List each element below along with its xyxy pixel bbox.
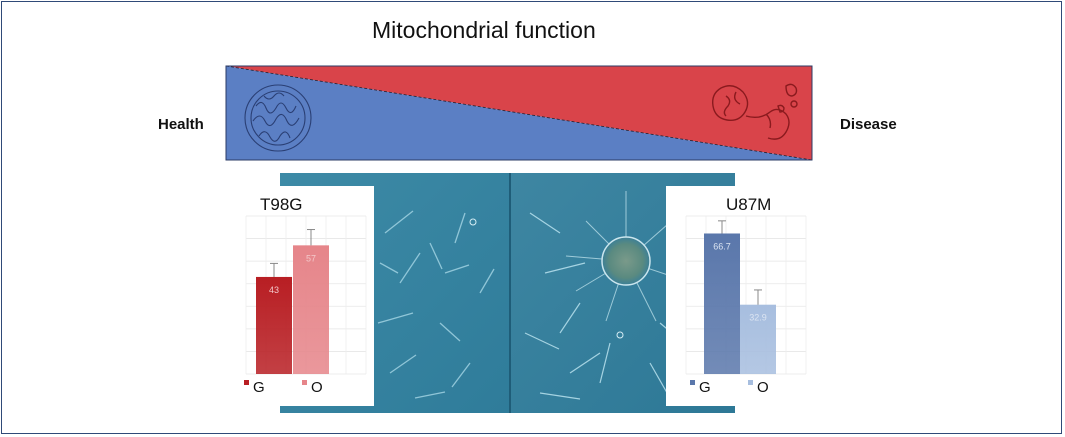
data-label: 32.9 <box>749 313 767 323</box>
health-disease-bar <box>225 65 813 161</box>
chart-t98g: T98G 43 G 57 O <box>226 186 374 406</box>
data-label: 43 <box>269 285 279 295</box>
legend-label: G <box>253 379 265 396</box>
legend-label: O <box>757 379 769 396</box>
legend-label: O <box>311 379 323 396</box>
damaged-mitochondrion-icon <box>711 83 798 140</box>
bar-g <box>704 233 740 374</box>
figure-title: Mitochondrial function <box>372 17 596 43</box>
legend-swatch <box>690 380 695 385</box>
data-label: 57 <box>306 253 316 263</box>
bar-o <box>293 245 329 374</box>
chart-title: T98G <box>260 195 303 214</box>
legend-swatch <box>244 380 249 385</box>
bar-o <box>740 304 776 374</box>
disease-label: Disease <box>840 116 897 133</box>
legend-swatch <box>748 380 753 385</box>
divider-line <box>225 65 813 161</box>
bar-g <box>256 276 292 374</box>
spheroid <box>601 236 651 286</box>
data-label: 66.7 <box>713 241 731 251</box>
chart-u87m: U87M 66.7 G 32.9 O <box>666 186 814 406</box>
chart-title: U87M <box>726 195 771 214</box>
health-label: Health <box>158 116 204 133</box>
healthy-mitochondrion-icon <box>244 84 312 152</box>
legend-label: G <box>699 379 711 396</box>
legend-swatch <box>302 380 307 385</box>
